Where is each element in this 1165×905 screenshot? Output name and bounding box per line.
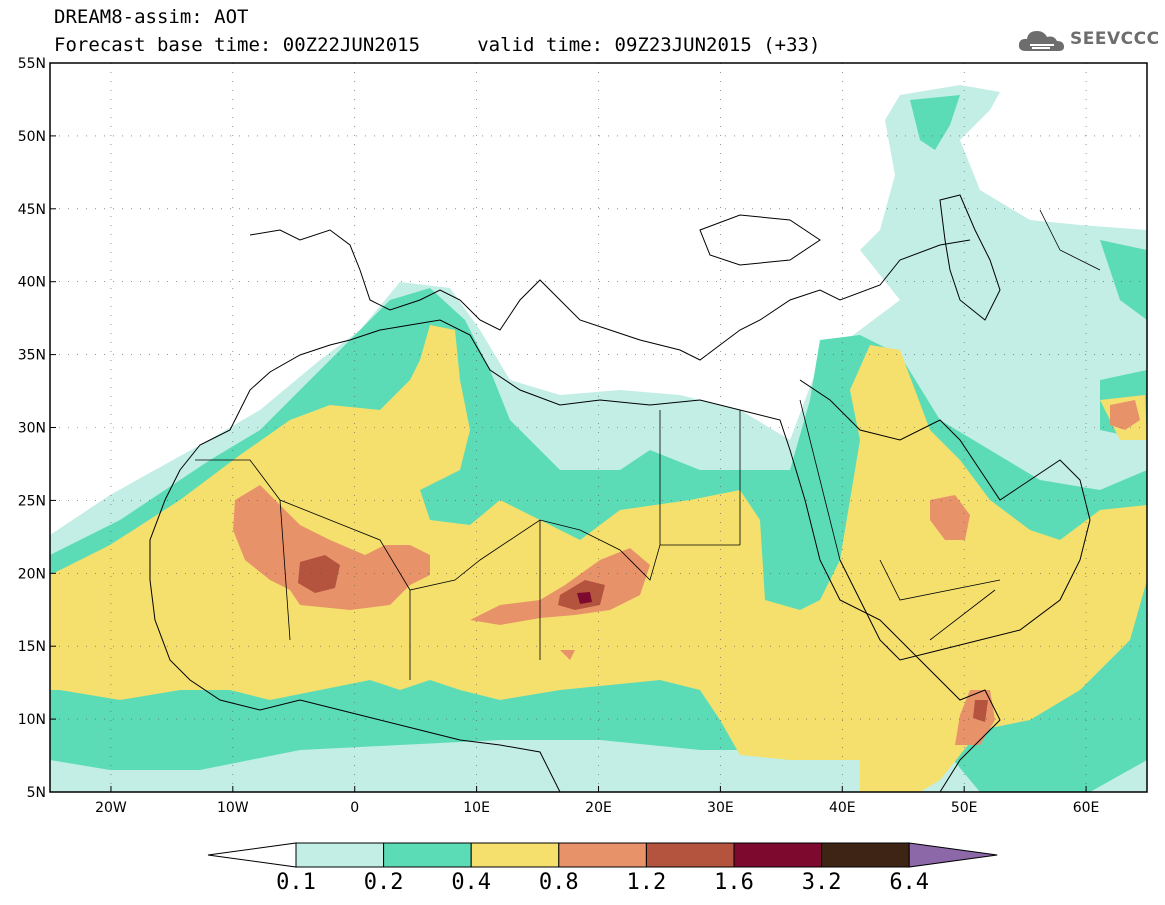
africa-west-coast	[239, 319, 1001, 792]
lat-tick-label: 10N	[18, 712, 46, 728]
lat-tick-label: 35N	[18, 348, 46, 364]
lat-tick-label: 15N	[18, 639, 46, 655]
lon-tick-label: 40E	[829, 800, 856, 816]
lon-tick-label: 30E	[707, 800, 734, 816]
seevccc-logo: SEEVCCC	[1018, 25, 1160, 55]
colorbar-threshold-label: 3.2	[801, 870, 842, 895]
arabia-coast	[799, 379, 1091, 661]
lat-tick-label: 55N	[18, 56, 46, 72]
lon-tick-label: 20E	[585, 800, 612, 816]
latitude-axis: 55N 50N 45N 40N 35N 30N 25N 20N 15N 10N 5N	[18, 56, 56, 801]
colorbar-swatch	[645, 842, 735, 868]
colorbar-over-triangle	[908, 842, 998, 868]
lon-tick-label: 60E	[1073, 800, 1100, 816]
colorbar-under-triangle	[207, 842, 297, 868]
logo-text: SEEVCCC	[1070, 29, 1160, 49]
aot-band-1.6	[577, 592, 592, 604]
country-borders	[195, 209, 1101, 680]
colorbar-swatch	[821, 842, 910, 868]
europe-coast	[249, 229, 971, 361]
colorbar-threshold-label: 0.4	[451, 870, 492, 895]
forecast-time-line: Forecast base time: 00Z22JUN2015 valid t…	[54, 34, 821, 56]
lat-tick-label: 30N	[18, 421, 46, 437]
coastlines	[149, 194, 1101, 792]
chart-title: DREAM8-assim: AOT	[54, 6, 249, 28]
black-sea	[699, 214, 821, 266]
lon-tick-label: 0	[350, 800, 359, 816]
lat-tick-label: 20N	[18, 566, 46, 582]
lat-tick-label: 5N	[27, 785, 46, 801]
colorbar-swatch	[733, 842, 823, 868]
colorbar-swatch	[558, 842, 647, 868]
colorbar	[207, 842, 998, 868]
caspian-sea	[939, 194, 1001, 321]
lat-tick-label: 25N	[18, 493, 46, 509]
lon-tick-label: 20W	[95, 800, 127, 816]
lat-tick-label: 45N	[18, 202, 46, 218]
cloud-logo-icon	[1018, 31, 1064, 51]
colorbar-swatch	[470, 842, 560, 868]
lat-tick-label: 50N	[18, 129, 46, 145]
colorbar-threshold-label: 6.4	[889, 870, 930, 895]
aot-band-0.8	[233, 400, 1140, 745]
colorbar-threshold-label: 0.1	[276, 870, 316, 895]
colorbar-threshold-label: 0.8	[538, 870, 579, 895]
lon-tick-label: 50E	[951, 800, 978, 816]
colorbar-threshold-label: 0.2	[363, 870, 404, 895]
lon-tick-label: 10E	[463, 800, 490, 816]
africa-atlantic-coast	[149, 409, 561, 792]
lat-tick-label: 40N	[18, 275, 46, 291]
longitude-axis: 20W 10W 0 10E 20E 30E 40E 50E 60E	[95, 786, 1099, 816]
colorbar-swatch	[295, 842, 385, 868]
colorbar-threshold-label: 1.2	[626, 870, 667, 895]
colorbar-threshold-label: 1.6	[714, 870, 754, 895]
colorbar-swatch	[383, 842, 472, 868]
lon-tick-label: 10W	[217, 800, 249, 816]
